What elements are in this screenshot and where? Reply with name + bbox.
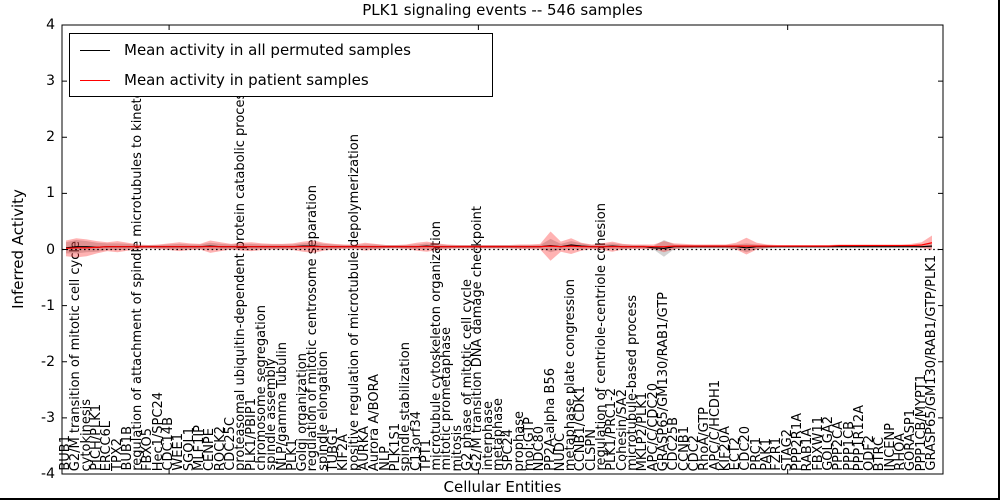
x-axis-title: Cellular Entities: [443, 478, 562, 496]
y-tick-label: -1: [41, 297, 55, 314]
legend-line-black: [80, 49, 110, 51]
y-tick-label: -3: [41, 409, 55, 426]
chart-title: PLK1 signaling events -- 546 samples: [362, 1, 643, 19]
legend-label-patient: Mean activity in patient samples: [124, 71, 369, 89]
legend-line-red: [80, 79, 110, 81]
patient-mean-line: [65, 242, 933, 249]
y-tick-label: 3: [46, 73, 55, 90]
y-tick-label: 4: [46, 17, 55, 33]
legend-label-permuted: Mean activity in all permuted samples: [124, 41, 411, 59]
y-tick-label: -4: [41, 466, 55, 482]
legend-row-permuted: Mean activity in all permuted samples: [80, 36, 492, 64]
y-tick-label: -2: [41, 353, 55, 370]
y-tick-label: 0: [46, 241, 55, 258]
legend-row-patient: Mean activity in patient samples: [80, 66, 492, 94]
permuted-std-band: [66, 238, 932, 257]
figure-right-border: [998, 0, 1000, 500]
figure-bottom-border: [0, 498, 1000, 500]
y-tick-label: 1: [46, 185, 55, 202]
legend: Mean activity in all permuted samples Me…: [69, 33, 493, 97]
y-tick-label: 2: [46, 129, 55, 146]
